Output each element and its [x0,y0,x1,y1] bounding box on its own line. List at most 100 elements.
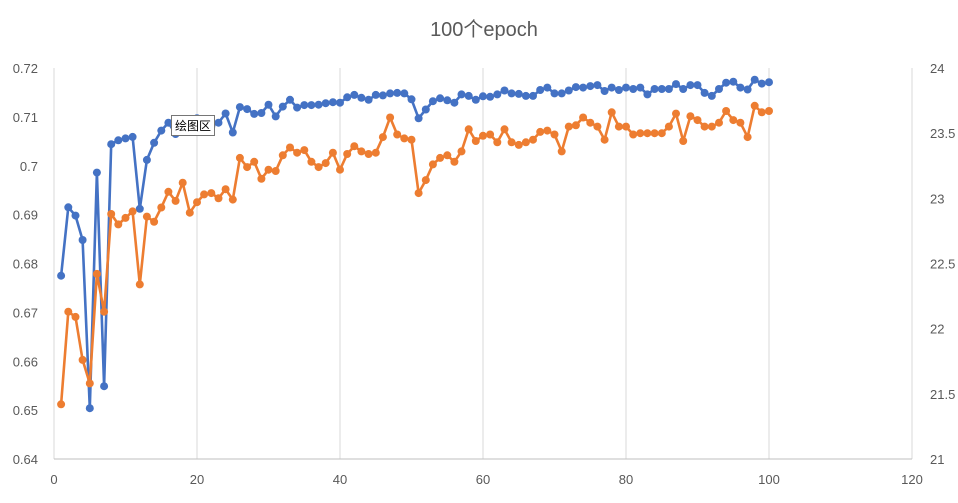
data-point [221,185,230,194]
data-point [157,126,166,135]
data-point [328,148,337,157]
x-tick-label: 100 [758,472,780,487]
data-point [414,189,423,198]
data-point [521,138,530,147]
data-point [757,79,766,88]
data-point [114,220,123,229]
data-point [343,150,352,158]
data-point [543,83,552,92]
data-point [736,118,745,127]
data-point [464,91,473,100]
data-point [750,101,759,110]
data-point [386,113,395,122]
data-point [257,174,266,183]
data-point [672,80,680,89]
left-y-tick-label: 0.65 [13,403,38,418]
data-point [271,167,280,175]
data-point [593,81,602,90]
data-point [400,134,409,143]
data-point [428,160,437,169]
data-point [443,151,452,160]
data-point [300,101,309,110]
data-point [629,85,638,93]
data-point [286,95,294,104]
data-point [293,148,302,157]
data-point [571,121,580,130]
data-point [314,100,323,109]
data-point [514,89,523,98]
left-y-tick-label: 0.72 [13,61,38,76]
data-point [557,147,566,156]
data-point [765,78,773,87]
data-point [393,130,402,139]
data-point [407,135,416,144]
data-point [142,155,151,164]
data-point [243,163,252,172]
data-point [643,90,652,99]
data-point [664,122,673,131]
data-point [500,125,509,134]
data-point [71,312,80,321]
data-point [686,112,695,121]
data-point [371,148,380,157]
data-point [214,194,223,203]
data-point [514,140,523,149]
data-point [128,132,137,141]
data-point [686,81,695,90]
data-point [207,189,216,198]
data-point [672,109,680,118]
data-point [300,146,309,155]
data-point [543,126,552,135]
right-y-tick-label: 23.5 [930,126,955,141]
data-point [378,91,387,100]
plot-area[interactable] [57,75,773,413]
data-point [443,96,452,105]
data-point [750,75,759,84]
left-y-tick-label: 0.64 [13,452,38,467]
data-point [471,95,480,104]
data-point [293,103,302,112]
data-point [150,138,159,147]
data-point [178,178,187,187]
data-point [579,113,588,122]
data-point [57,400,66,409]
data-point [536,86,545,94]
series-line [59,104,770,405]
data-point [693,116,702,125]
data-point [350,90,359,99]
data-point [336,165,344,174]
data-point [464,125,473,134]
data-point [550,130,559,139]
data-point [100,307,109,316]
left-y-tick-label: 0.71 [13,110,38,125]
data-point [264,165,273,174]
data-point [114,136,123,145]
data-point [571,83,580,92]
data-point [428,97,437,106]
data-point [271,112,280,121]
data-point [386,89,395,98]
data-point [636,83,645,92]
data-point [343,93,352,102]
data-point [364,150,373,158]
data-point [479,131,487,140]
data-point [92,269,101,278]
data-point [679,137,688,145]
data-point [493,90,502,99]
data-point [450,98,459,107]
series-line [59,78,770,410]
data-point [529,91,537,100]
data-point [486,130,495,139]
data-point [600,87,609,95]
data-point [729,77,738,86]
data-point [71,211,80,220]
data-point [707,122,716,131]
x-tick-label: 60 [476,472,490,487]
data-point [135,280,144,289]
data-point [414,114,423,123]
data-point [664,85,673,93]
x-tick-label: 0 [50,472,57,487]
data-point [593,122,602,131]
data-point [722,78,731,87]
